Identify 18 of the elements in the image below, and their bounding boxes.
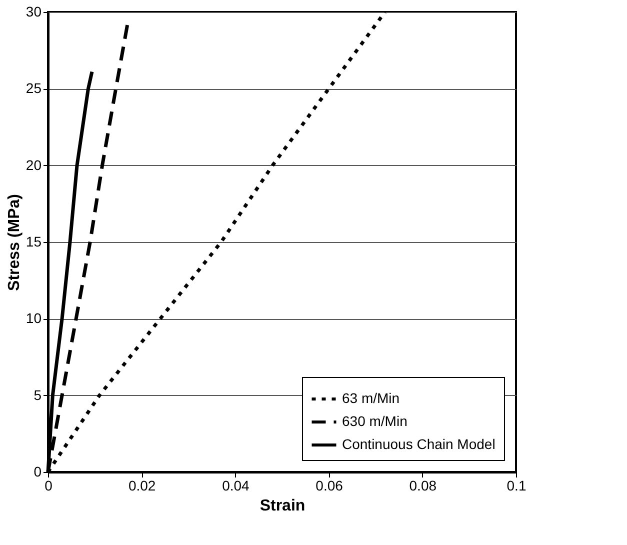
x-axis-title: Strain — [260, 498, 306, 514]
y-tick-label: 25 — [26, 80, 42, 96]
y-tick-label: 20 — [26, 156, 42, 173]
x-tick-label: 0 — [44, 478, 53, 494]
x-tick-label: 0.02 — [128, 478, 156, 494]
x-tick-label: 0.04 — [222, 478, 250, 494]
legend-label: 630 m/Min — [342, 413, 408, 429]
y-tick-label: 30 — [26, 4, 42, 20]
y-tick-label: 10 — [26, 310, 42, 326]
legend-label: Continuous Chain Model — [342, 436, 496, 452]
legend-label: 63 m/Min — [342, 390, 400, 406]
x-tick-label: 0.06 — [316, 478, 344, 494]
x-tick-label: 0.08 — [409, 478, 437, 494]
x-tick-label: 0.1 — [506, 478, 526, 494]
y-tick-label: 0 — [34, 464, 42, 480]
y-tick-label: 15 — [26, 234, 42, 250]
y-tick-label: 5 — [34, 386, 42, 403]
y-axis-title: Stress (MPa) — [6, 194, 23, 291]
